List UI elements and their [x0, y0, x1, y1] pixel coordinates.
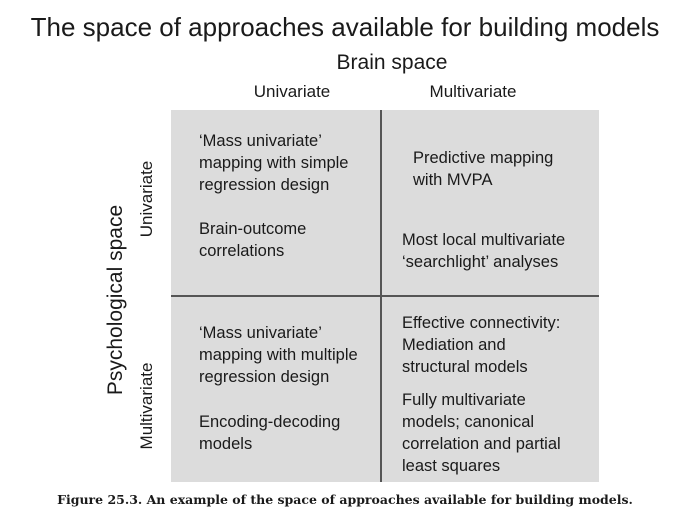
row-header-univariate: Univariate: [137, 160, 156, 238]
cell-line: Brain-outcome: [199, 220, 307, 238]
cell-searchlight: Most local multivariate ‘searchlight’ an…: [402, 229, 565, 273]
cell-fully-multivariate: Fully multivariate models; canonical cor…: [402, 389, 561, 477]
cell-line: Most local multivariate: [402, 231, 566, 249]
row-header-multivariate: Multivariate: [137, 362, 156, 450]
cell-predictive-mapping: Predictive mapping with MVPA: [413, 147, 553, 191]
cell-encoding-decoding: Encoding-decoding models: [199, 411, 340, 455]
cell-line: Fully multivariate: [402, 391, 526, 409]
cell-line: correlations: [199, 242, 285, 260]
cell-mass-univariate-multiple: ‘Mass univariate’ mapping with multiple …: [199, 322, 358, 388]
horizontal-divider: [171, 295, 599, 297]
column-header-univariate: Univariate: [253, 82, 331, 101]
cell-line: Encoding-decoding: [199, 413, 341, 431]
column-header-multivariate: Multivariate: [429, 82, 517, 101]
psychological-space-label: Psychological space: [104, 204, 127, 396]
cell-line: Effective connectivity:: [402, 314, 561, 332]
cell-line: mapping with multiple: [199, 346, 358, 364]
cell-line: ‘Mass univariate’: [199, 324, 322, 342]
figure-caption: Figure 25.3. An example of the space of …: [57, 492, 633, 507]
cell-line: mapping with simple: [199, 154, 349, 172]
cell-line: structural models: [402, 358, 528, 376]
cell-line: Mediation and: [402, 336, 506, 354]
cell-line: Predictive mapping: [413, 149, 554, 167]
cell-effective-connectivity: Effective connectivity: Mediation and st…: [402, 312, 560, 378]
cell-line: models: [199, 435, 253, 453]
cell-mass-univariate-simple: ‘Mass univariate’ mapping with simple re…: [199, 130, 348, 196]
cell-line: regression design: [199, 176, 330, 194]
cell-line: correlation and partial: [402, 435, 561, 453]
cell-line: models; canonical: [402, 413, 535, 431]
cell-line: least squares: [402, 457, 501, 475]
brain-space-label: Brain space: [336, 51, 448, 74]
cell-line: ‘searchlight’ analyses: [402, 253, 559, 271]
cell-line: with MVPA: [413, 171, 493, 189]
cell-line: regression design: [199, 368, 330, 386]
cell-line: ‘Mass univariate’: [199, 132, 322, 150]
diagram-title: The space of approaches available for bu…: [30, 12, 660, 42]
cell-brain-outcome: Brain-outcome correlations: [199, 218, 306, 262]
